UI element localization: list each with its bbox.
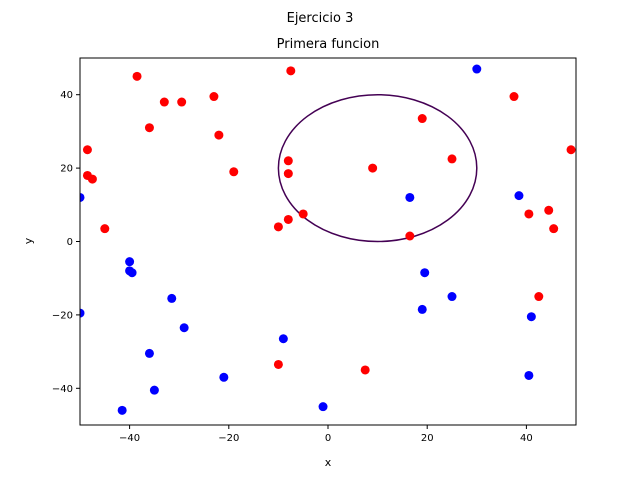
y-tick-label: 40: [60, 90, 73, 101]
data-point: [117, 405, 127, 415]
data-point: [447, 292, 457, 302]
data-point: [80, 308, 85, 318]
x-tick-label: 0: [325, 433, 331, 444]
data-point: [472, 64, 482, 74]
data-point: [566, 145, 576, 155]
data-point: [298, 209, 308, 219]
data-point: [127, 268, 137, 278]
points-group: [80, 64, 576, 415]
y-tick-label: 0: [67, 237, 73, 248]
contour-circle: [277, 93, 478, 243]
data-point: [229, 167, 239, 177]
data-point: [159, 97, 169, 107]
data-point: [283, 169, 293, 179]
data-point: [80, 192, 85, 202]
data-point: [549, 224, 559, 234]
y-tick-label: −20: [52, 310, 73, 321]
data-point: [417, 114, 427, 124]
x-tick-label: 20: [421, 433, 434, 444]
data-point: [283, 214, 293, 224]
data-point: [526, 312, 536, 322]
data-point: [368, 163, 378, 173]
data-point: [417, 304, 427, 314]
data-point: [125, 257, 135, 267]
x-tick-label: 40: [520, 433, 533, 444]
x-axis-label: x: [325, 456, 332, 469]
data-point: [273, 359, 283, 369]
data-point: [360, 365, 370, 375]
data-point: [524, 209, 534, 219]
data-point: [82, 145, 92, 155]
data-point: [278, 334, 288, 344]
x-tick-label: −20: [218, 433, 239, 444]
data-point: [283, 156, 293, 166]
data-point: [420, 268, 430, 278]
data-point: [524, 370, 534, 380]
data-point: [149, 385, 159, 395]
chart-title: Primera funcion: [277, 37, 380, 52]
data-point: [87, 174, 97, 184]
x-tick-label: −40: [119, 433, 140, 444]
data-point: [514, 191, 524, 201]
data-point: [144, 123, 154, 133]
data-point: [544, 205, 554, 215]
data-point: [273, 222, 283, 232]
data-point: [209, 92, 219, 102]
figure-suptitle: Ejercicio 3: [287, 11, 354, 26]
data-point: [100, 224, 110, 234]
data-point: [286, 66, 296, 76]
data-point: [405, 192, 415, 202]
data-point: [144, 348, 154, 358]
data-point: [509, 92, 519, 102]
data-point: [318, 402, 328, 412]
y-tick-label: −40: [52, 384, 73, 395]
plot-area: −40 −20 0 20 40 −40 −20 0 20 40: [52, 57, 577, 444]
data-point: [132, 71, 142, 81]
y-axis-label: y: [22, 237, 35, 244]
data-point: [447, 154, 457, 164]
data-point: [177, 97, 187, 107]
data-point: [405, 231, 415, 241]
y-tick-label: 20: [60, 164, 73, 175]
data-point: [179, 323, 189, 333]
data-point: [214, 130, 224, 140]
data-point: [219, 372, 229, 382]
data-point: [167, 293, 177, 303]
data-point: [534, 292, 544, 302]
